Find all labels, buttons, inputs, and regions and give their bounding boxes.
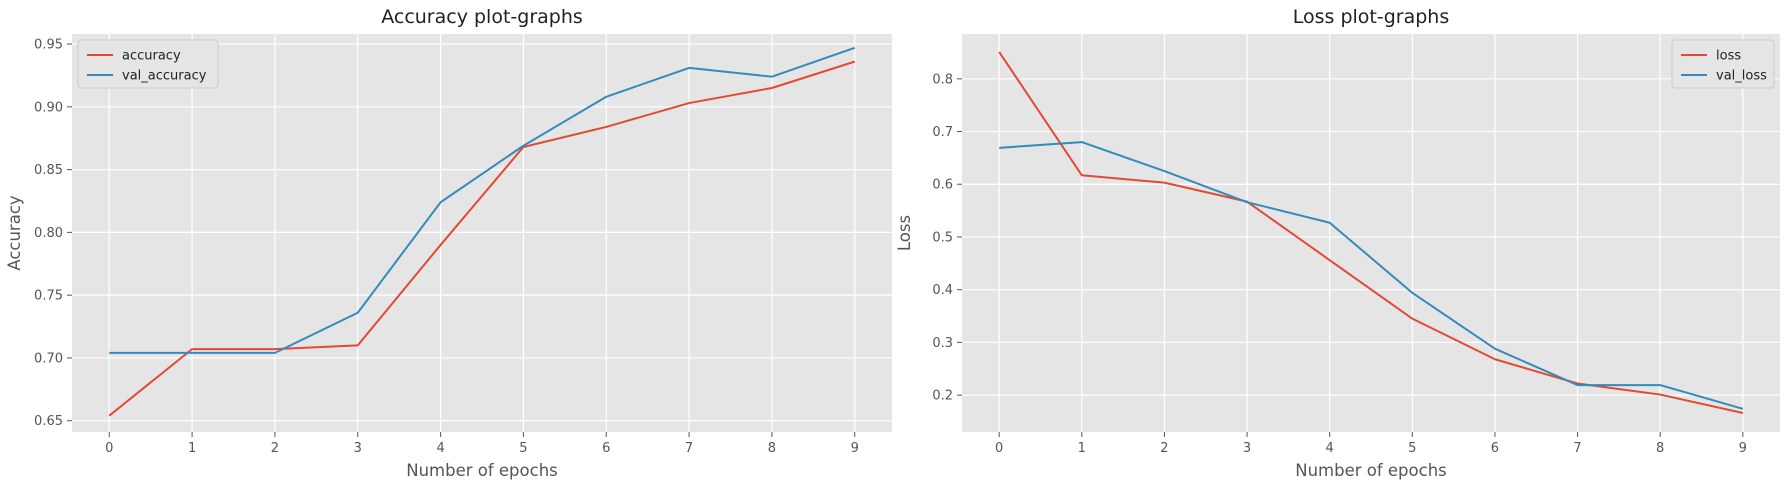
series-line-accuracy [108, 60, 856, 417]
chart-title: Loss plot-graphs [1293, 6, 1450, 28]
x-axis-label: Number of epochs [1295, 461, 1447, 480]
legend-entry: loss [1716, 49, 1741, 64]
chart-title: Accuracy plot-graphs [381, 6, 583, 28]
y-tick-label: 0.4 [932, 283, 953, 298]
legend-entry: val_loss [1716, 69, 1767, 84]
x-tick-label: 1 [1078, 441, 1086, 456]
y-tick-label: 0.8 [932, 72, 953, 87]
x-tick-label: 2 [271, 441, 279, 456]
y-tick-label: 0.75 [34, 289, 63, 304]
x-tick-label: 9 [851, 441, 859, 456]
y-axis-label: Loss [895, 215, 914, 251]
x-tick-label: 2 [1160, 441, 1168, 456]
plot-area [962, 34, 1780, 432]
y-tick-label: 0.7 [932, 125, 953, 140]
y-tick-label: 0.65 [34, 414, 63, 429]
y-tick-label: 0.85 [34, 163, 63, 178]
x-tick-label: 5 [519, 441, 527, 456]
y-tick-label: 0.95 [34, 38, 63, 53]
x-tick-label: 1 [188, 441, 196, 456]
loss-chart: 0 1 2 3 4 5 6 7 8 9 0.2 0.3 0.4 0.5 0.6 0.7 0.8 Loss plot… [895, 6, 1780, 480]
series-line-val-loss [999, 141, 1744, 410]
x-tick-label: 4 [1326, 441, 1334, 456]
x-tick-label: 6 [602, 441, 610, 456]
legend-entry: accuracy [122, 49, 181, 64]
series-line-val-accuracy [109, 46, 856, 354]
legend: loss val_loss [1671, 39, 1775, 89]
x-tick-label: 7 [1573, 441, 1581, 456]
plot-area [72, 34, 892, 432]
x-tick-label: 4 [436, 441, 444, 456]
x-tick-label: 0 [995, 441, 1003, 456]
x-tick-label: 8 [768, 441, 776, 456]
x-tick-label: 5 [1408, 441, 1416, 456]
legend-entry: val_accuracy [122, 69, 207, 84]
x-tick-label: 6 [1491, 441, 1499, 456]
y-tick-label: 0.5 [932, 230, 953, 245]
y-tick-label: 0.80 [34, 226, 63, 241]
series-line-loss [998, 51, 1744, 414]
x-tick-label: 7 [685, 441, 693, 456]
y-tick-label: 0.3 [932, 336, 953, 351]
y-tick-label: 0.90 [34, 100, 63, 115]
y-tick-label: 0.6 [932, 178, 953, 193]
y-axis-label: Accuracy [5, 195, 24, 271]
y-tick-label: 0.2 [932, 389, 953, 404]
accuracy-chart: 0 1 2 3 4 5 6 7 8 9 0.65 0.70 0.75 0.80 0.85 0.90 0.95 Ac… [5, 6, 892, 480]
legend: accuracy val_accuracy [77, 39, 219, 89]
x-tick-label: 3 [1243, 441, 1251, 456]
x-tick-label: 0 [105, 441, 113, 456]
y-tick-label: 0.70 [34, 351, 63, 366]
x-tick-label: 3 [354, 441, 362, 456]
x-axis-label: Number of epochs [406, 461, 558, 480]
x-tick-label: 8 [1656, 441, 1664, 456]
x-tick-label: 9 [1739, 441, 1747, 456]
